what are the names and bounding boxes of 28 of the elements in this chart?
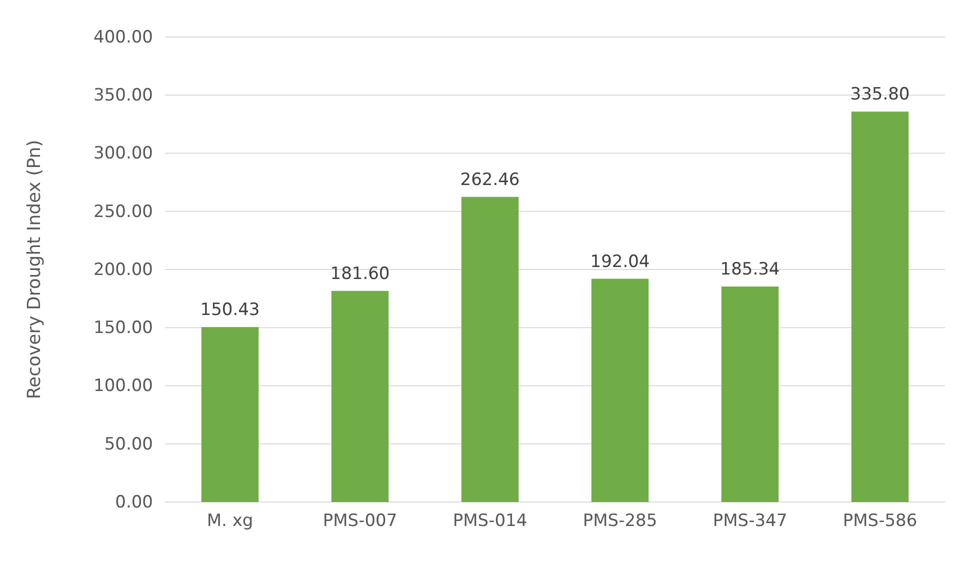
x-tick-label: PMS-285 [582, 511, 658, 532]
data-label: 262.46 [460, 170, 520, 190]
y-tick-label: 0.00 [115, 492, 153, 512]
bar [591, 278, 649, 502]
y-tick-label: 50.00 [104, 434, 153, 454]
bar [461, 196, 519, 502]
x-tick-label: PMS-007 [322, 511, 398, 532]
data-label: 185.34 [720, 260, 780, 280]
data-label: 150.43 [200, 300, 260, 320]
x-tick-label: M. xg [206, 511, 254, 532]
bar [331, 290, 389, 502]
y-tick-label: 200.00 [94, 260, 153, 280]
bar [851, 112, 909, 502]
data-label: 335.80 [850, 84, 910, 105]
y-tick-label: 250.00 [94, 202, 153, 222]
y-tick-label: 100.00 [94, 376, 153, 396]
data-label: 192.04 [590, 252, 650, 272]
y-tick-label: 300.00 [94, 144, 153, 164]
x-tick-label: PMS-347 [712, 511, 788, 532]
y-tick-label: 350.00 [94, 86, 153, 106]
bar [201, 327, 259, 502]
x-tick-label: PMS-014 [452, 511, 528, 532]
bar [721, 286, 779, 502]
data-label: 181.60 [330, 264, 390, 284]
y-axis-title: Recovery Drought Index (Pn) [24, 140, 45, 400]
x-tick-label: PMS-586 [842, 511, 918, 532]
y-tick-label: 150.00 [94, 318, 153, 338]
y-tick-label: 400.00 [94, 27, 153, 48]
